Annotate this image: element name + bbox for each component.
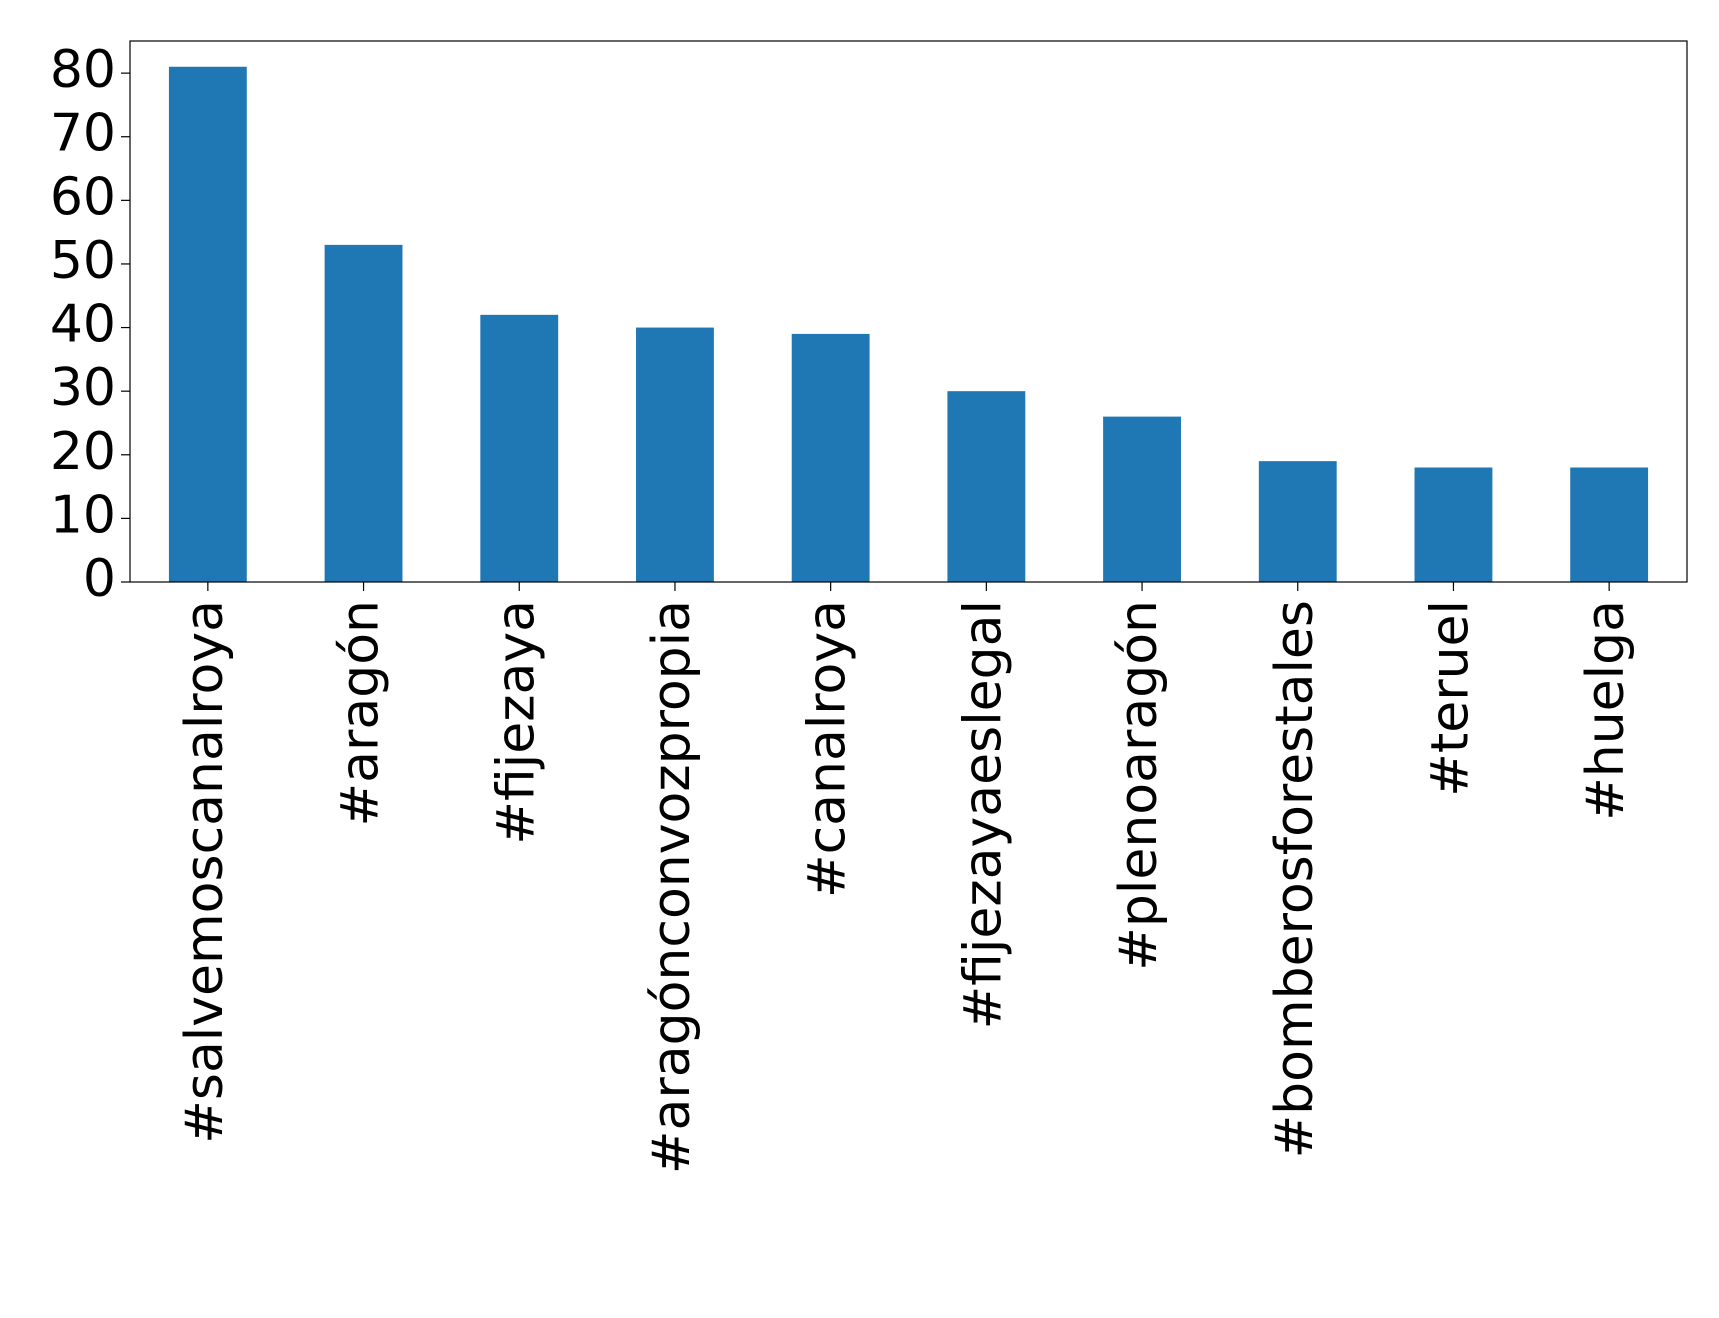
y-tick-label: 30 [50, 358, 116, 418]
bar [1414, 467, 1493, 582]
bar [791, 333, 870, 582]
x-tick-label: #aragónconvozpropia [642, 600, 702, 1174]
bar [947, 391, 1026, 582]
bar [1570, 467, 1649, 582]
x-tick-label: #bomberosforestales [1265, 600, 1325, 1158]
y-tick-label: 50 [50, 231, 116, 291]
bar [480, 314, 559, 582]
bar [1103, 416, 1181, 582]
x-tick-label: #fijezayaeslegal [953, 600, 1013, 1029]
x-tick-label: #teruel [1420, 600, 1480, 797]
x-tick-label: #fijezaya [486, 600, 546, 845]
y-tick-label: 0 [83, 549, 116, 609]
x-tick-label: #aragón [331, 600, 391, 826]
y-tick-label: 70 [50, 104, 116, 164]
y-tick-label: 10 [50, 485, 116, 545]
x-tick-label: #salvemoscanalroya [175, 600, 235, 1144]
bar [324, 244, 403, 582]
bar [636, 327, 714, 582]
x-tick-label: #plenoaragón [1109, 600, 1169, 971]
x-tick-label: #canalroya [798, 600, 858, 898]
y-tick-label: 80 [50, 40, 116, 100]
y-tick-label: 20 [50, 422, 116, 482]
y-tick-label: 40 [50, 295, 116, 355]
bar [1258, 461, 1337, 582]
x-tick-label: #huelga [1576, 600, 1636, 821]
bar [168, 66, 247, 582]
plot-frame [129, 40, 1688, 583]
y-tick-label: 60 [50, 167, 116, 227]
